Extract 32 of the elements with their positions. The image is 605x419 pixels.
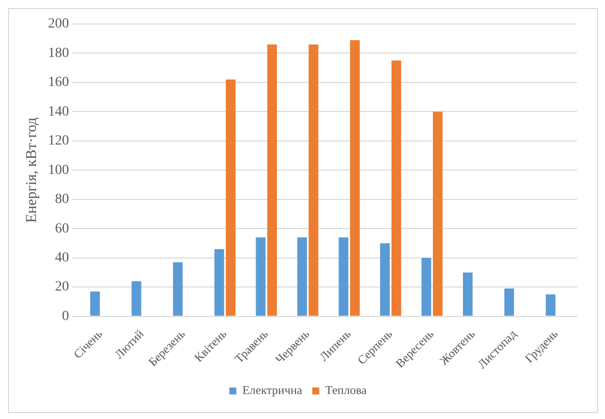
y-tick-label: 200 (48, 16, 69, 32)
bar (226, 80, 236, 316)
y-axis-title: Енергія, кВт·год (24, 117, 40, 223)
bar (214, 249, 224, 316)
bar (462, 272, 473, 316)
y-tick-label: 160 (48, 75, 69, 90)
bar (256, 237, 266, 316)
y-tick-label: 80 (55, 192, 69, 208)
legend-label: Теплова (325, 383, 368, 398)
y-tick-label: 140 (48, 104, 69, 120)
bar (132, 281, 142, 316)
bar (173, 262, 183, 316)
bar (350, 40, 360, 316)
legend-label: Електрична (242, 383, 303, 398)
bar (267, 44, 277, 316)
bar (422, 258, 432, 316)
y-tick-label: 180 (48, 46, 69, 61)
bar (338, 237, 348, 316)
y-tick-label: 40 (55, 250, 69, 266)
y-tick-label: 120 (48, 134, 69, 149)
y-tick-label: 0 (62, 308, 69, 324)
bar (432, 112, 443, 316)
bar (391, 60, 402, 316)
bar (504, 288, 514, 316)
bar (90, 291, 100, 316)
bar (297, 237, 307, 316)
y-tick-label: 20 (55, 280, 69, 295)
bar (308, 44, 318, 316)
y-tick-label: 100 (48, 162, 69, 178)
y-tick-label: 60 (55, 221, 69, 236)
bar (380, 243, 390, 316)
bar (546, 294, 556, 316)
